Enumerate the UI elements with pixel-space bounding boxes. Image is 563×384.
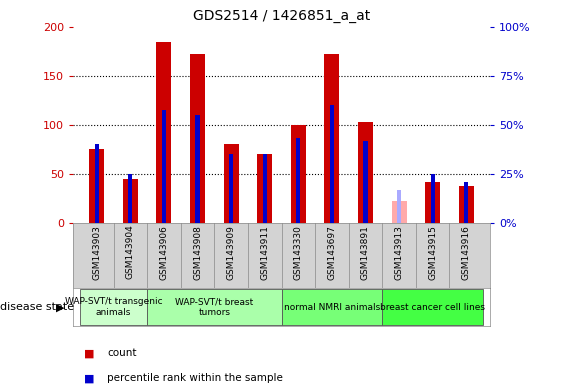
Text: GSM143330: GSM143330: [294, 225, 303, 280]
Title: GDS2514 / 1426851_a_at: GDS2514 / 1426851_a_at: [193, 9, 370, 23]
Bar: [364, 141, 368, 223]
Text: WAP-SVT/t breast
tumors: WAP-SVT/t breast tumors: [175, 298, 253, 317]
Text: GSM143904: GSM143904: [126, 225, 135, 280]
Text: breast cancer cell lines: breast cancer cell lines: [380, 303, 485, 312]
Bar: [157, 41, 172, 223]
Bar: [464, 182, 468, 223]
Bar: [330, 105, 334, 223]
FancyBboxPatch shape: [382, 289, 483, 325]
Text: GSM143915: GSM143915: [428, 225, 437, 280]
Text: GSM143908: GSM143908: [193, 225, 202, 280]
Text: percentile rank within the sample: percentile rank within the sample: [107, 373, 283, 383]
Text: GSM143913: GSM143913: [395, 225, 404, 280]
Text: count: count: [107, 348, 136, 358]
Text: ■: ■: [84, 373, 95, 383]
Bar: [128, 174, 132, 223]
Bar: [358, 122, 373, 223]
FancyBboxPatch shape: [80, 289, 147, 325]
Bar: [224, 144, 239, 223]
Bar: [324, 54, 339, 223]
Bar: [263, 154, 267, 223]
Bar: [431, 174, 435, 223]
Bar: [425, 182, 440, 223]
Bar: [162, 110, 166, 223]
Bar: [123, 179, 138, 223]
Text: GSM143903: GSM143903: [92, 225, 101, 280]
FancyBboxPatch shape: [282, 289, 382, 325]
Bar: [291, 125, 306, 223]
Bar: [257, 154, 272, 223]
Text: GSM143911: GSM143911: [260, 225, 269, 280]
Bar: [397, 190, 401, 223]
Text: normal NMRI animals: normal NMRI animals: [284, 303, 380, 312]
Bar: [89, 149, 104, 223]
Bar: [391, 201, 406, 223]
Text: ▶: ▶: [56, 302, 65, 312]
Bar: [195, 115, 199, 223]
Text: GSM143697: GSM143697: [328, 225, 337, 280]
Bar: [190, 54, 205, 223]
Bar: [459, 185, 474, 223]
FancyBboxPatch shape: [147, 289, 282, 325]
Bar: [296, 137, 300, 223]
Text: WAP-SVT/t transgenic
animals: WAP-SVT/t transgenic animals: [65, 298, 162, 317]
Bar: [95, 144, 99, 223]
Text: GSM143916: GSM143916: [462, 225, 471, 280]
Text: GSM143891: GSM143891: [361, 225, 370, 280]
Text: disease state: disease state: [0, 302, 74, 312]
Text: GSM143906: GSM143906: [159, 225, 168, 280]
Text: GSM143909: GSM143909: [226, 225, 235, 280]
Bar: [229, 154, 233, 223]
Text: ■: ■: [84, 348, 95, 358]
